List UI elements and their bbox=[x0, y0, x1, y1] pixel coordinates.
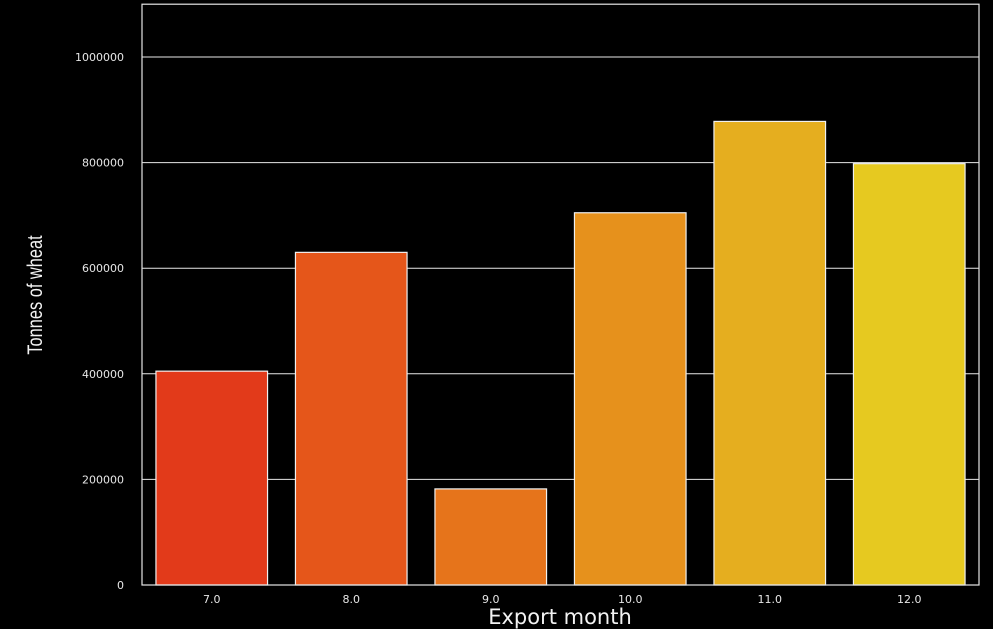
x-tick-label: 11.0 bbox=[758, 593, 783, 606]
bar bbox=[713, 120, 827, 586]
x-tick-label: 10.0 bbox=[618, 593, 643, 606]
bar bbox=[434, 488, 548, 586]
x-tick-label: 7.0 bbox=[203, 593, 221, 606]
bar bbox=[155, 370, 269, 586]
x-axis-label: Export month bbox=[488, 605, 632, 629]
plot-frame bbox=[141, 3, 980, 586]
x-tick-labels: 7.0 8.0 9.0 10.0 11.0 12.0 bbox=[203, 593, 922, 606]
y-tick-labels: 0 200000 400000 600000 800000 1000000 bbox=[75, 51, 124, 592]
y-tick-label: 1000000 bbox=[75, 51, 124, 64]
y-tick-label: 0 bbox=[117, 579, 124, 592]
y-tick-label: 200000 bbox=[82, 473, 124, 486]
bars bbox=[155, 120, 966, 586]
x-tick-label: 12.0 bbox=[897, 593, 922, 606]
x-tick-label: 9.0 bbox=[482, 593, 500, 606]
bar bbox=[852, 163, 966, 586]
bar bbox=[573, 212, 687, 586]
y-tick-label: 400000 bbox=[82, 368, 124, 381]
y-tick-label: 600000 bbox=[82, 262, 124, 275]
x-tick-label: 8.0 bbox=[343, 593, 361, 606]
y-axis-label: Tonnes of wheat bbox=[23, 235, 46, 355]
bar bbox=[294, 251, 408, 586]
y-tick-label: 800000 bbox=[82, 157, 124, 170]
